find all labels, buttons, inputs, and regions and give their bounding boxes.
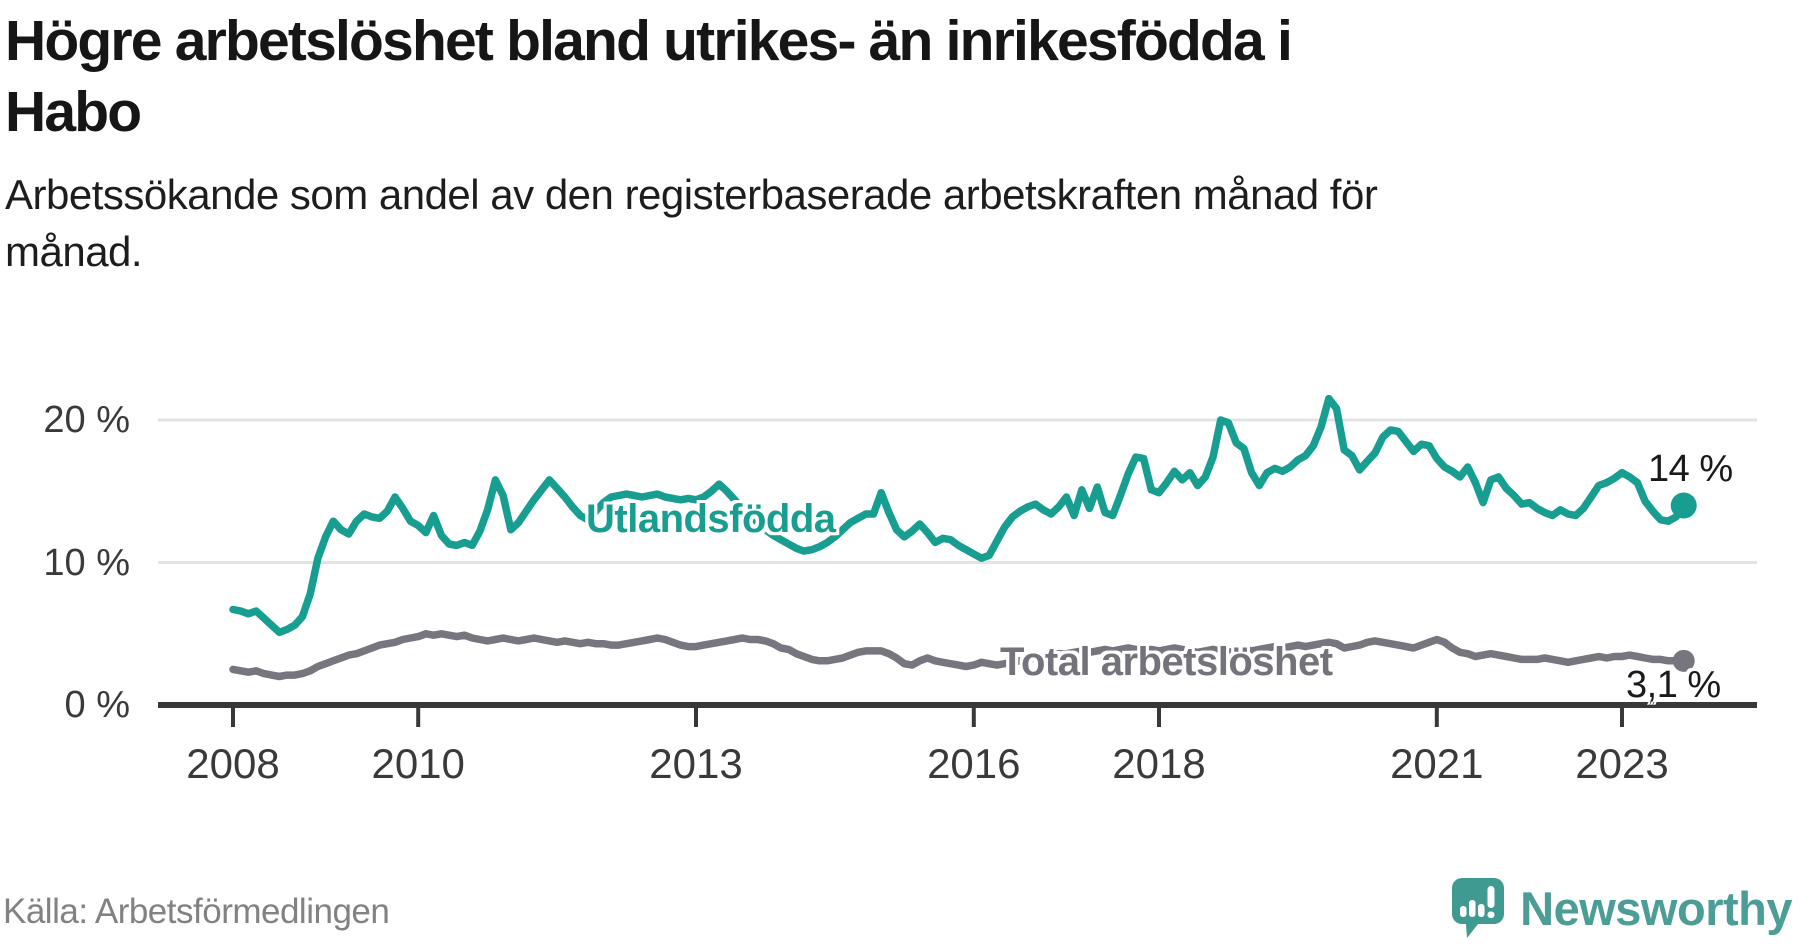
y-tick-label: 20 % xyxy=(43,399,130,441)
chart-subtitle: Arbetssökande som andel av den registerb… xyxy=(5,166,1525,280)
line-utlandsfodda xyxy=(229,394,1688,637)
x-tick-label: 2016 xyxy=(927,740,1021,787)
chart-subtitle-line1: Arbetssökande som andel av den registerb… xyxy=(5,171,1378,218)
newsworthy-wordmark: Newsworthy xyxy=(1520,882,1792,935)
x-tick-label: 2010 xyxy=(371,740,465,787)
end-dot-total xyxy=(1672,649,1695,672)
line-total-arbetsloshet xyxy=(229,630,1688,681)
source-note: Källa: Arbetsförmedlingen xyxy=(3,892,390,931)
page-title-line2: Habo xyxy=(5,80,142,144)
end-value-label-total: 3,1 % xyxy=(1626,664,1721,706)
page-title: Högre arbetslöshet bland utrikes- än inr… xyxy=(5,6,1725,148)
x-tick-label: 2013 xyxy=(649,740,743,787)
newsworthy-logo-icon xyxy=(1452,878,1505,938)
y-tick-label: 0 % xyxy=(64,684,130,726)
end-value-label-utlandsfodda: 14 % xyxy=(1648,448,1733,490)
end-dot-utlandsfodda xyxy=(1670,492,1697,519)
chart-subtitle-line2: månad. xyxy=(5,228,143,275)
x-tick-label: 2021 xyxy=(1390,740,1484,787)
x-tick-label: 2023 xyxy=(1575,740,1669,787)
series-label-total-arbetsloshet: Total arbetslöshet xyxy=(1000,640,1333,684)
series-label-utlandsfodda: Utlandsfödda xyxy=(586,497,836,541)
x-tick-label: 2018 xyxy=(1112,740,1206,787)
y-tick-label: 10 % xyxy=(43,541,130,584)
x-tick-label: 2008 xyxy=(186,740,280,787)
newsworthy-brand: Newsworthy xyxy=(1452,878,1792,940)
page-title-line1: Högre arbetslöshet bland utrikes- än inr… xyxy=(5,9,1293,73)
